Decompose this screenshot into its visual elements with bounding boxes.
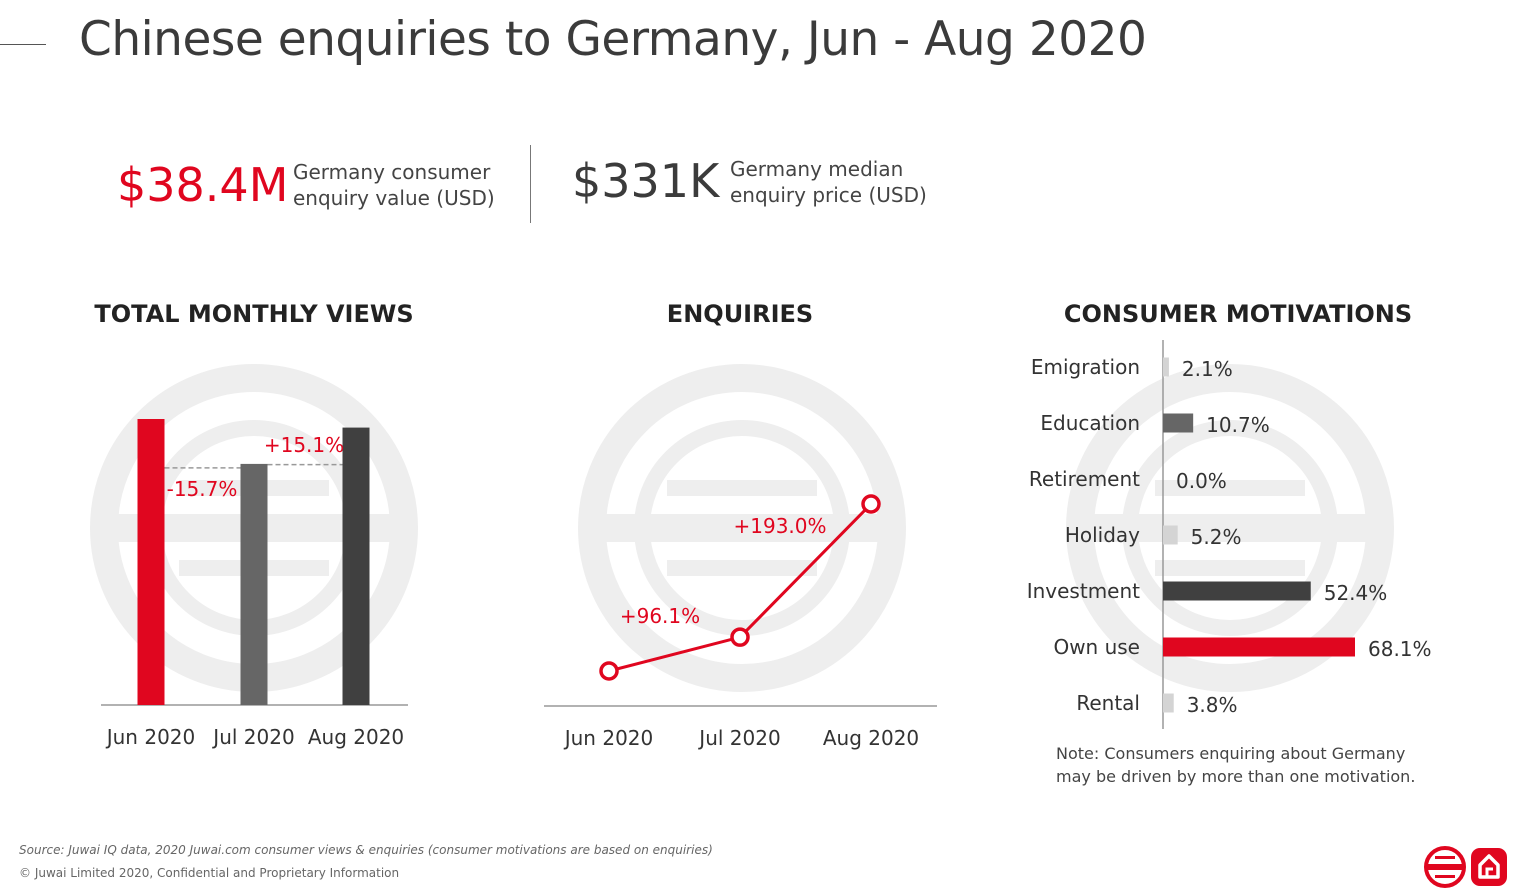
motivation-note: Note: Consumers enquiring about Germany … [1056, 744, 1416, 786]
views-bar [137, 419, 165, 705]
enquiries-point [861, 494, 881, 514]
motivation-category-label: Own use [1053, 635, 1140, 659]
enquiries-chart-title: ENQUIRIES [666, 300, 814, 328]
views-tick-label: Jul 2020 [211, 725, 294, 749]
enquiries-point [599, 661, 619, 681]
source-note: Source: Juwai IQ data, 2020 Juwai.com co… [19, 843, 713, 857]
views-tick-label: Jun 2020 [105, 725, 196, 749]
motivation-value-label: 68.1% [1368, 637, 1432, 661]
motivation-bar [1163, 637, 1355, 657]
motivation-value-label: 10.7% [1206, 413, 1270, 437]
motivation-category-label: Retirement [1029, 467, 1140, 491]
kpi-label-enquiry-value: Germany consumer enquiry value (USD) [293, 160, 495, 210]
views-change-label: -15.7% [167, 477, 238, 501]
enquiries-change-label: +193.0% [733, 514, 826, 538]
motivation-category-label: Investment [1027, 579, 1140, 603]
enquiries-tick-label: Jun 2020 [563, 726, 654, 750]
motivation-value-label: 0.0% [1176, 469, 1227, 493]
page-title: Chinese enquiries to Germany, Jun - Aug … [79, 12, 1147, 67]
home-icon [1471, 848, 1507, 886]
views-bar [240, 463, 268, 705]
motivation-category-label: Rental [1076, 691, 1140, 715]
enquiries-point [730, 627, 750, 647]
kpi-label-median-price: Germany median enquiry price (USD) [730, 157, 927, 207]
kpi-divider [530, 145, 531, 223]
motivation-value-label: 52.4% [1324, 581, 1388, 605]
views-chart-title: TOTAL MONTHLY VIEWS [94, 300, 414, 328]
motivation-category-label: Emigration [1031, 355, 1140, 379]
motivation-category-label: Holiday [1065, 523, 1140, 547]
kpi-value-median-price: $331K [572, 154, 720, 208]
kpi-value-enquiry-value: $38.4M [117, 158, 289, 212]
motivation-value-label: 3.8% [1187, 693, 1238, 717]
motivation-value-label: 2.1% [1182, 357, 1233, 381]
views-change-label: +15.1% [264, 433, 344, 457]
motivation-category-label: Education [1040, 411, 1140, 435]
motivation-bar [1163, 357, 1169, 377]
copyright: © Juwai Limited 2020, Confidential and P… [19, 866, 400, 880]
juwai-logo-icon [1424, 846, 1466, 888]
title-rule [0, 44, 46, 45]
motivations-chart-title: CONSUMER MOTIVATIONS [1063, 300, 1413, 328]
enquiries-change-label: +96.1% [620, 604, 700, 628]
views-bar [342, 427, 370, 705]
motivation-value-label: 5.2% [1191, 525, 1242, 549]
views-tick-label: Aug 2020 [308, 725, 404, 749]
enquiries-tick-label: Aug 2020 [823, 726, 919, 750]
motivation-bar [1163, 693, 1174, 713]
motivation-bar [1163, 525, 1178, 545]
juwai-watermark-icon [1066, 364, 1394, 692]
motivation-bar [1163, 413, 1194, 433]
motivation-bar [1163, 581, 1311, 601]
enquiries-tick-label: Jul 2020 [697, 726, 780, 750]
